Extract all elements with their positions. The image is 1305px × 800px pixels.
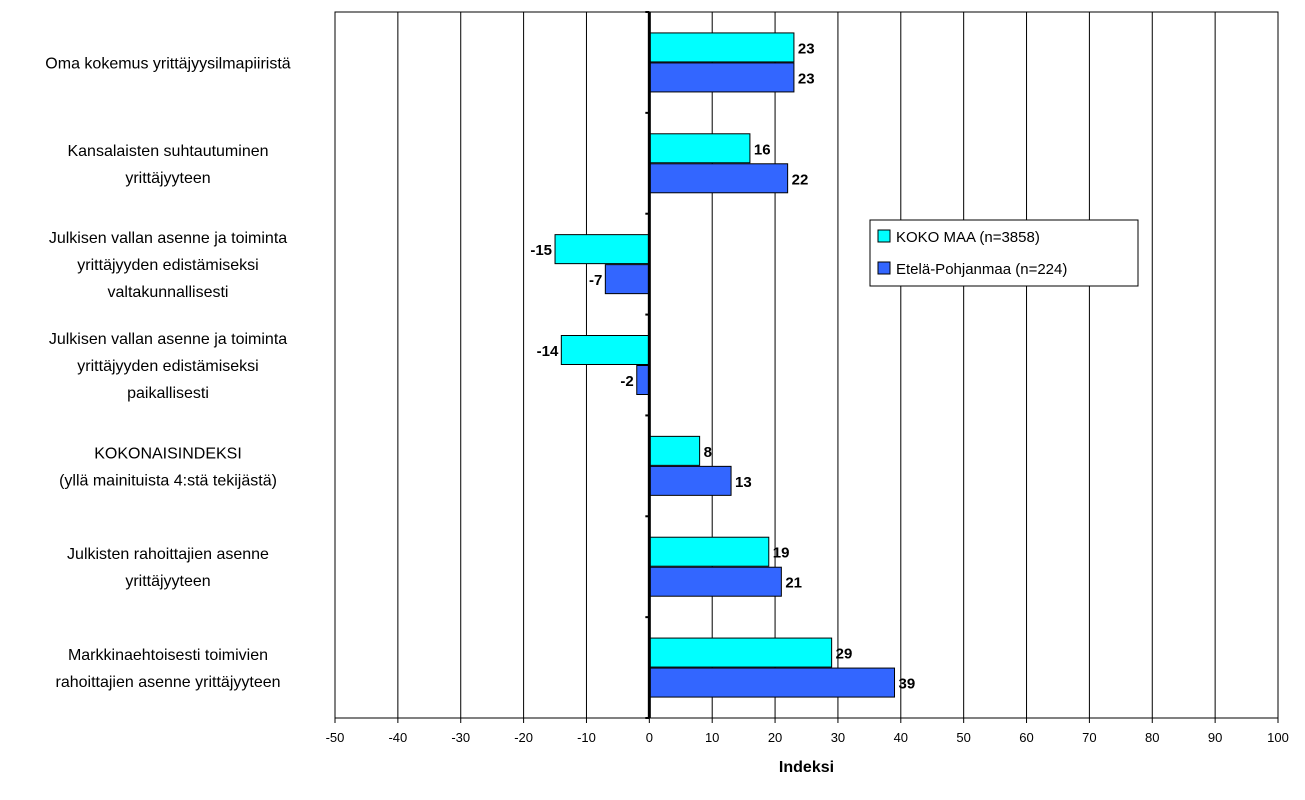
data-label: 39 (899, 676, 916, 693)
data-label: 22 (792, 171, 809, 188)
bar-etela-pohjanmaa (648, 163, 789, 194)
data-label: -7 (589, 272, 602, 289)
legend-swatch (877, 229, 891, 243)
category-label: Oma kokemus yrittäjyysilmapiiristä (45, 55, 290, 72)
data-label: 8 (704, 444, 712, 461)
x-tick-label: -30 (451, 730, 470, 745)
x-tick-label: 60 (1019, 730, 1033, 745)
bar-koko-maa (648, 32, 795, 63)
x-tick-label: -40 (388, 730, 407, 745)
x-tick-label: 20 (768, 730, 782, 745)
data-label: 21 (785, 575, 802, 592)
legend-entry: KOKO MAA (n=3858) (896, 229, 1040, 246)
bar-etela-pohjanmaa (604, 264, 650, 295)
bar-etela-pohjanmaa (648, 465, 732, 496)
x-tick-label: 80 (1145, 730, 1159, 745)
x-tick-label: 30 (831, 730, 845, 745)
x-tick-label: 10 (705, 730, 719, 745)
category-label: Julkisen vallan asenne ja toiminta yrittä… (49, 331, 287, 402)
category-label: KOKONAISINDEKSI (yllä mainituista 4:stä t… (59, 445, 277, 489)
category-label: Kansalaisten suhtautuminen yrittäjyyteen (67, 143, 268, 187)
data-label: 13 (735, 474, 752, 491)
category-label: Julkisen vallan asenne ja toiminta yrittä… (49, 230, 287, 301)
x-tick-label: 100 (1267, 730, 1289, 745)
x-tick-label: 50 (956, 730, 970, 745)
grid-lines (334, 12, 1279, 723)
data-label: -14 (537, 343, 559, 360)
x-axis-title: Indeksi (779, 759, 834, 776)
x-tick-label: -20 (514, 730, 533, 745)
legend-box (869, 219, 1139, 287)
bar-koko-maa (648, 133, 751, 164)
x-tick-label: 0 (646, 730, 653, 745)
category-labels: Oma kokemus yrittäjyysilmapiiristä Kansal… (45, 55, 290, 691)
x-tick-label: -10 (577, 730, 596, 745)
bar-koko-maa (648, 637, 833, 668)
x-tick-label: 70 (1082, 730, 1096, 745)
bar-koko-maa (560, 335, 650, 365)
legend-entry: Etelä-Pohjanmaa (n=224) (896, 261, 1067, 278)
data-label: 29 (836, 646, 853, 663)
bars (554, 32, 896, 698)
data-label: 23 (798, 70, 815, 87)
x-tick-label: 40 (894, 730, 908, 745)
data-label: 16 (754, 141, 771, 158)
x-tick-label: 90 (1208, 730, 1222, 745)
bar-koko-maa (648, 536, 770, 567)
data-label: -15 (530, 242, 552, 259)
bar-koko-maa (554, 234, 650, 265)
bar-etela-pohjanmaa (636, 365, 650, 395)
data-label: 19 (773, 545, 790, 562)
legend: KOKO MAA (n=3858) Etelä-Pohjanmaa (n=224) (869, 219, 1139, 287)
bar-etela-pohjanmaa (648, 566, 782, 597)
bar-etela-pohjanmaa (648, 62, 795, 93)
legend-swatch (877, 261, 891, 275)
category-label: Markkinaehtoisesti toimivien rahoittajien… (55, 647, 280, 691)
zero-axis (645, 11, 651, 719)
data-label: 23 (798, 40, 815, 57)
plot-area (334, 11, 1279, 719)
bar-etela-pohjanmaa (648, 667, 896, 698)
bar-koko-maa (648, 435, 701, 466)
category-label: Julkisten rahoittajien asenne yrittäjyyte… (67, 546, 269, 590)
data-label: -2 (620, 373, 633, 390)
x-tick-labels: -50 -40 -30 -20 -10 0 10 20 30 40 50 60 70 80 90 100 (326, 730, 1289, 745)
x-tick-label: -50 (326, 730, 345, 745)
data-labels: 23 23 16 22 -15 -7 -14 -2 8 13 19 21 29 39 (530, 40, 915, 692)
